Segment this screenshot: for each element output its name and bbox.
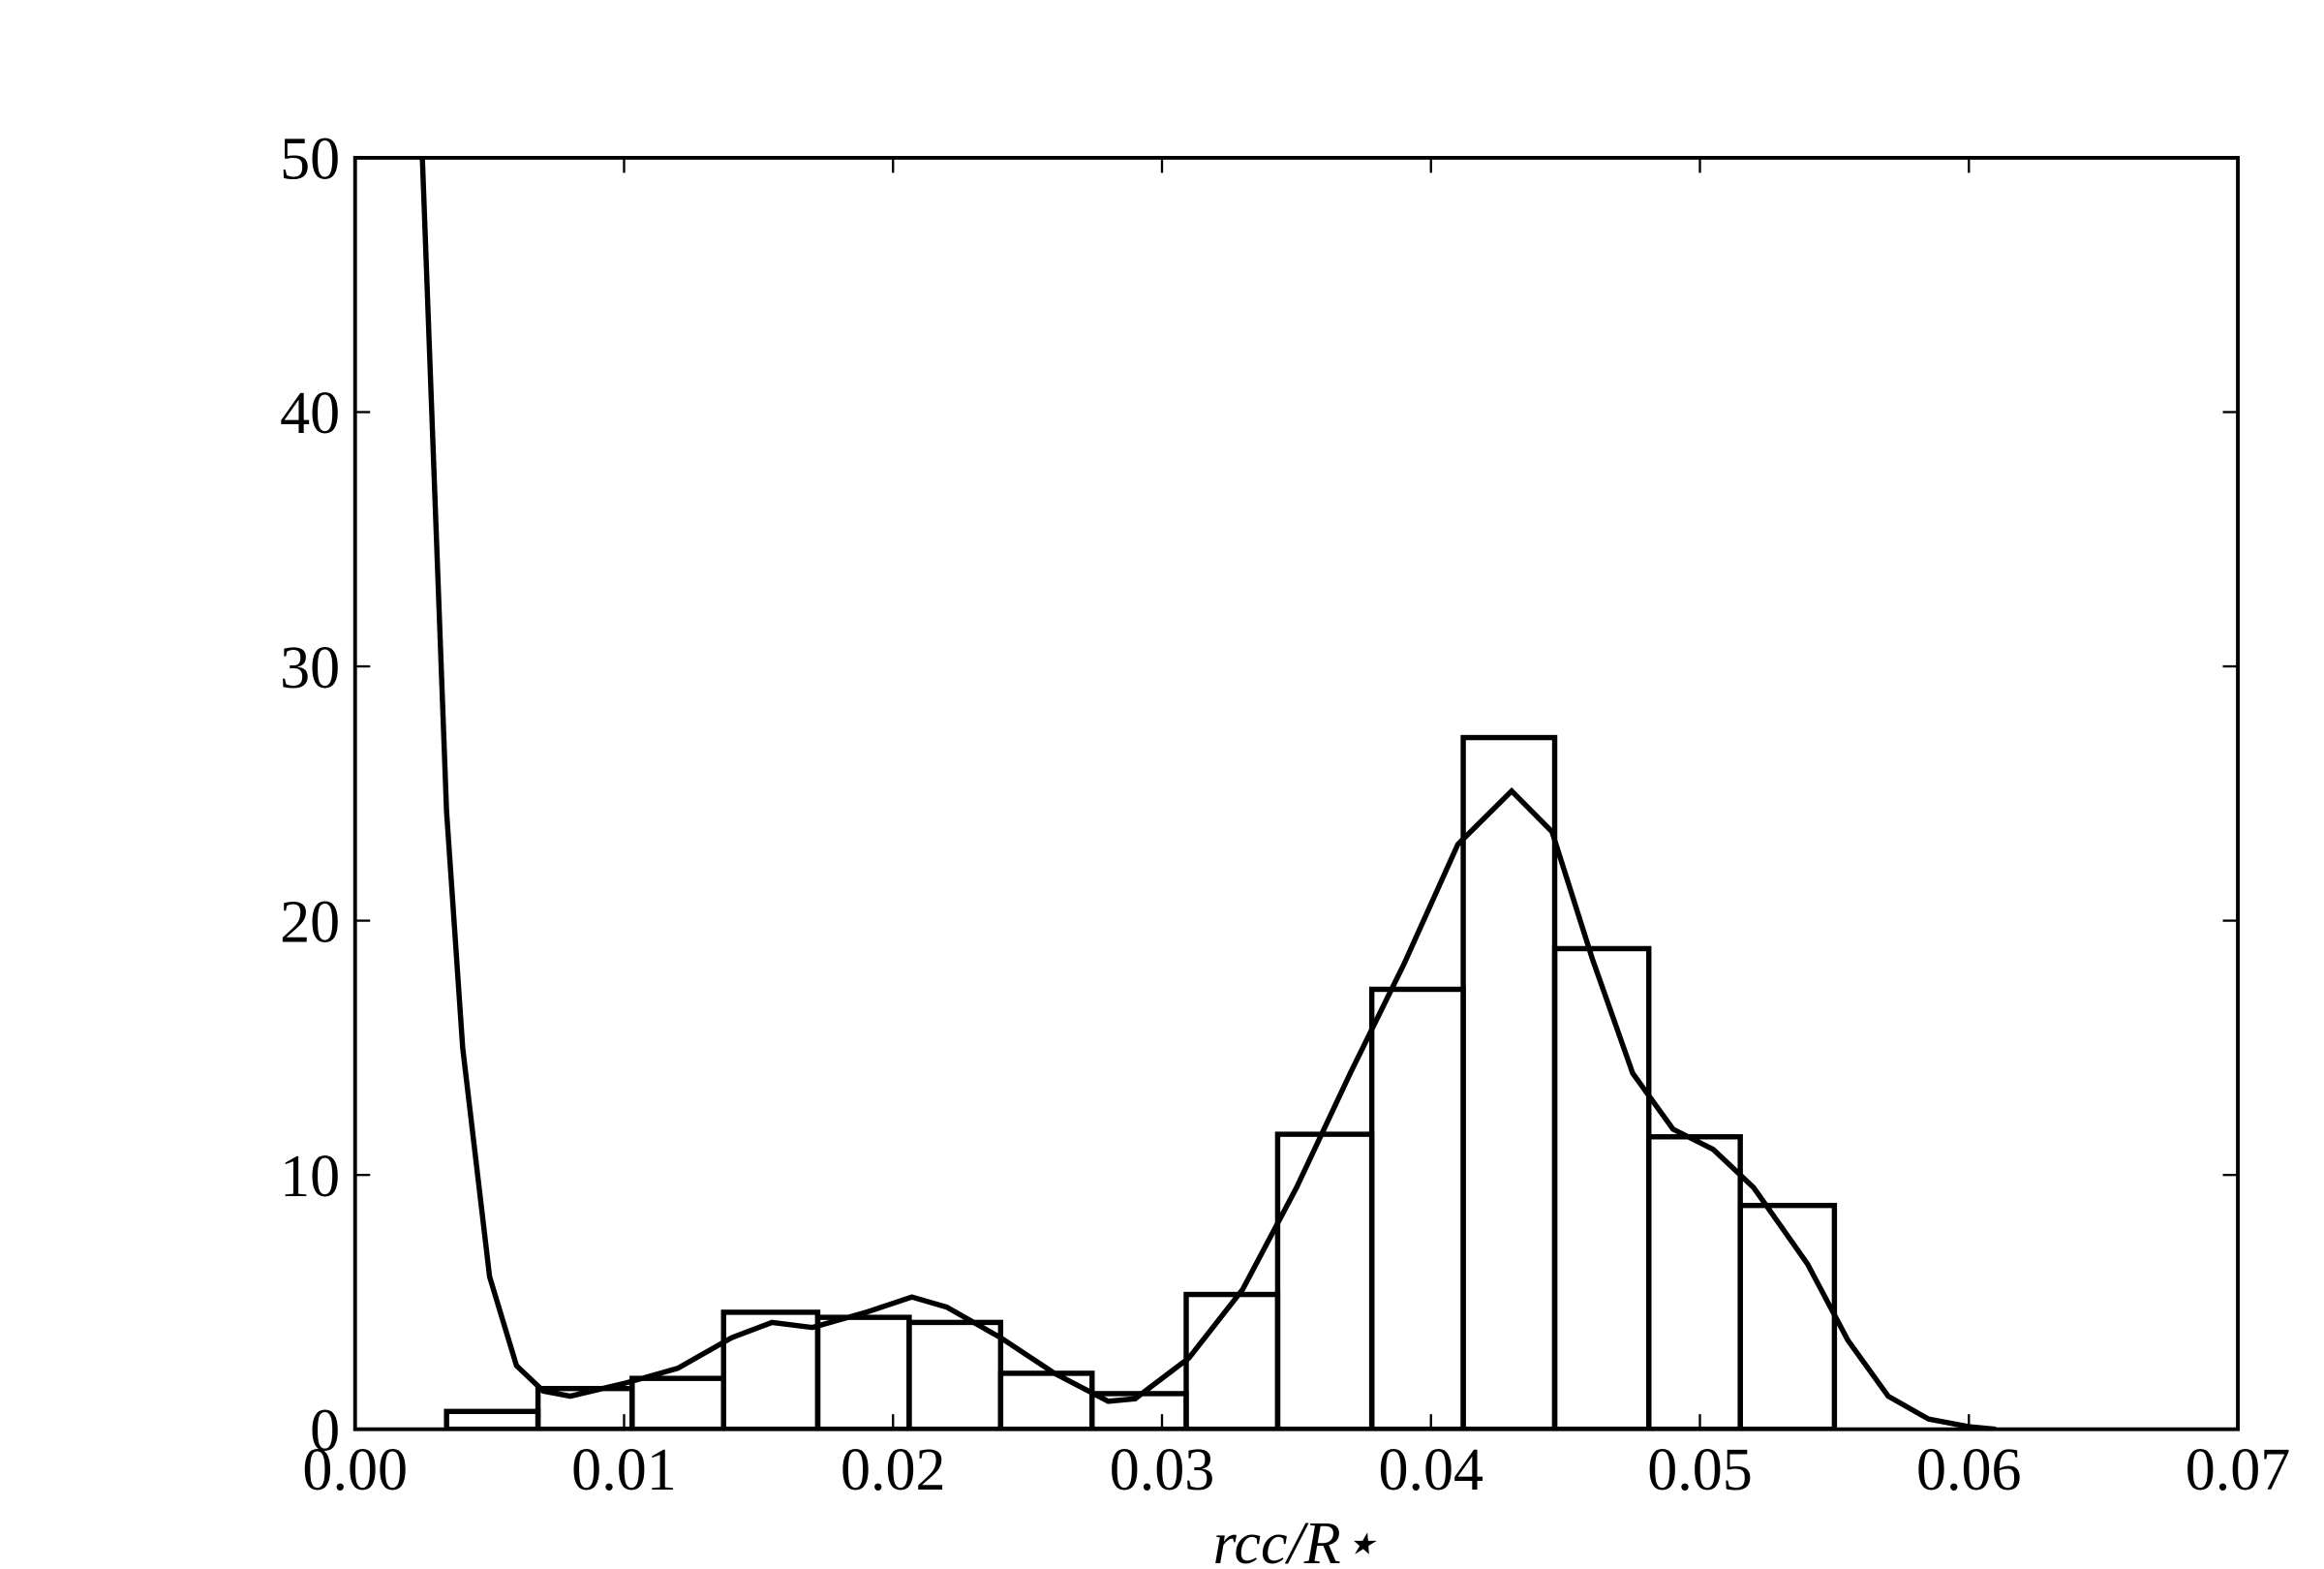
y-tick-label: 10 [280,1144,340,1210]
histogram-bar [997,1370,1095,1430]
density-curve [419,157,1997,1430]
histogram-bar [720,1309,821,1430]
y-tick-label: 40 [280,381,340,446]
axes-frame [352,155,2240,1431]
histogram-bar [1460,734,1558,1430]
x-tick-label: 0.03 [1110,1437,1215,1503]
histogram-bar [1183,1291,1281,1430]
y-tick-label: 50 [280,127,340,193]
x-axis-label: rcc/R⋆ [1213,1511,1379,1569]
x-tick-label: 0.02 [841,1437,946,1503]
x-tick-label: 0.00 [302,1437,408,1503]
histogram-bar [1551,945,1652,1430]
x-tick-label: 0.07 [2186,1437,2291,1503]
x-tick-label: 0.06 [1916,1437,2022,1503]
histogram-bar [1646,1134,1743,1430]
histogram-bar [1274,1131,1375,1430]
x-tick-label: 0.01 [571,1437,677,1503]
histogram-bar [443,1408,541,1430]
x-tick-label: 0.04 [1378,1437,1483,1503]
y-tick-label: 30 [280,635,340,701]
histogram-bar [906,1319,1004,1430]
histogram-bar [1368,986,1466,1430]
histogram-bar [814,1314,912,1430]
y-tick-label: 0 [310,1398,340,1463]
y-tick-label: 20 [280,889,340,955]
plot-area [419,157,1997,1430]
histogram-bar [629,1375,726,1430]
x-tick-label: 0.05 [1647,1437,1753,1503]
